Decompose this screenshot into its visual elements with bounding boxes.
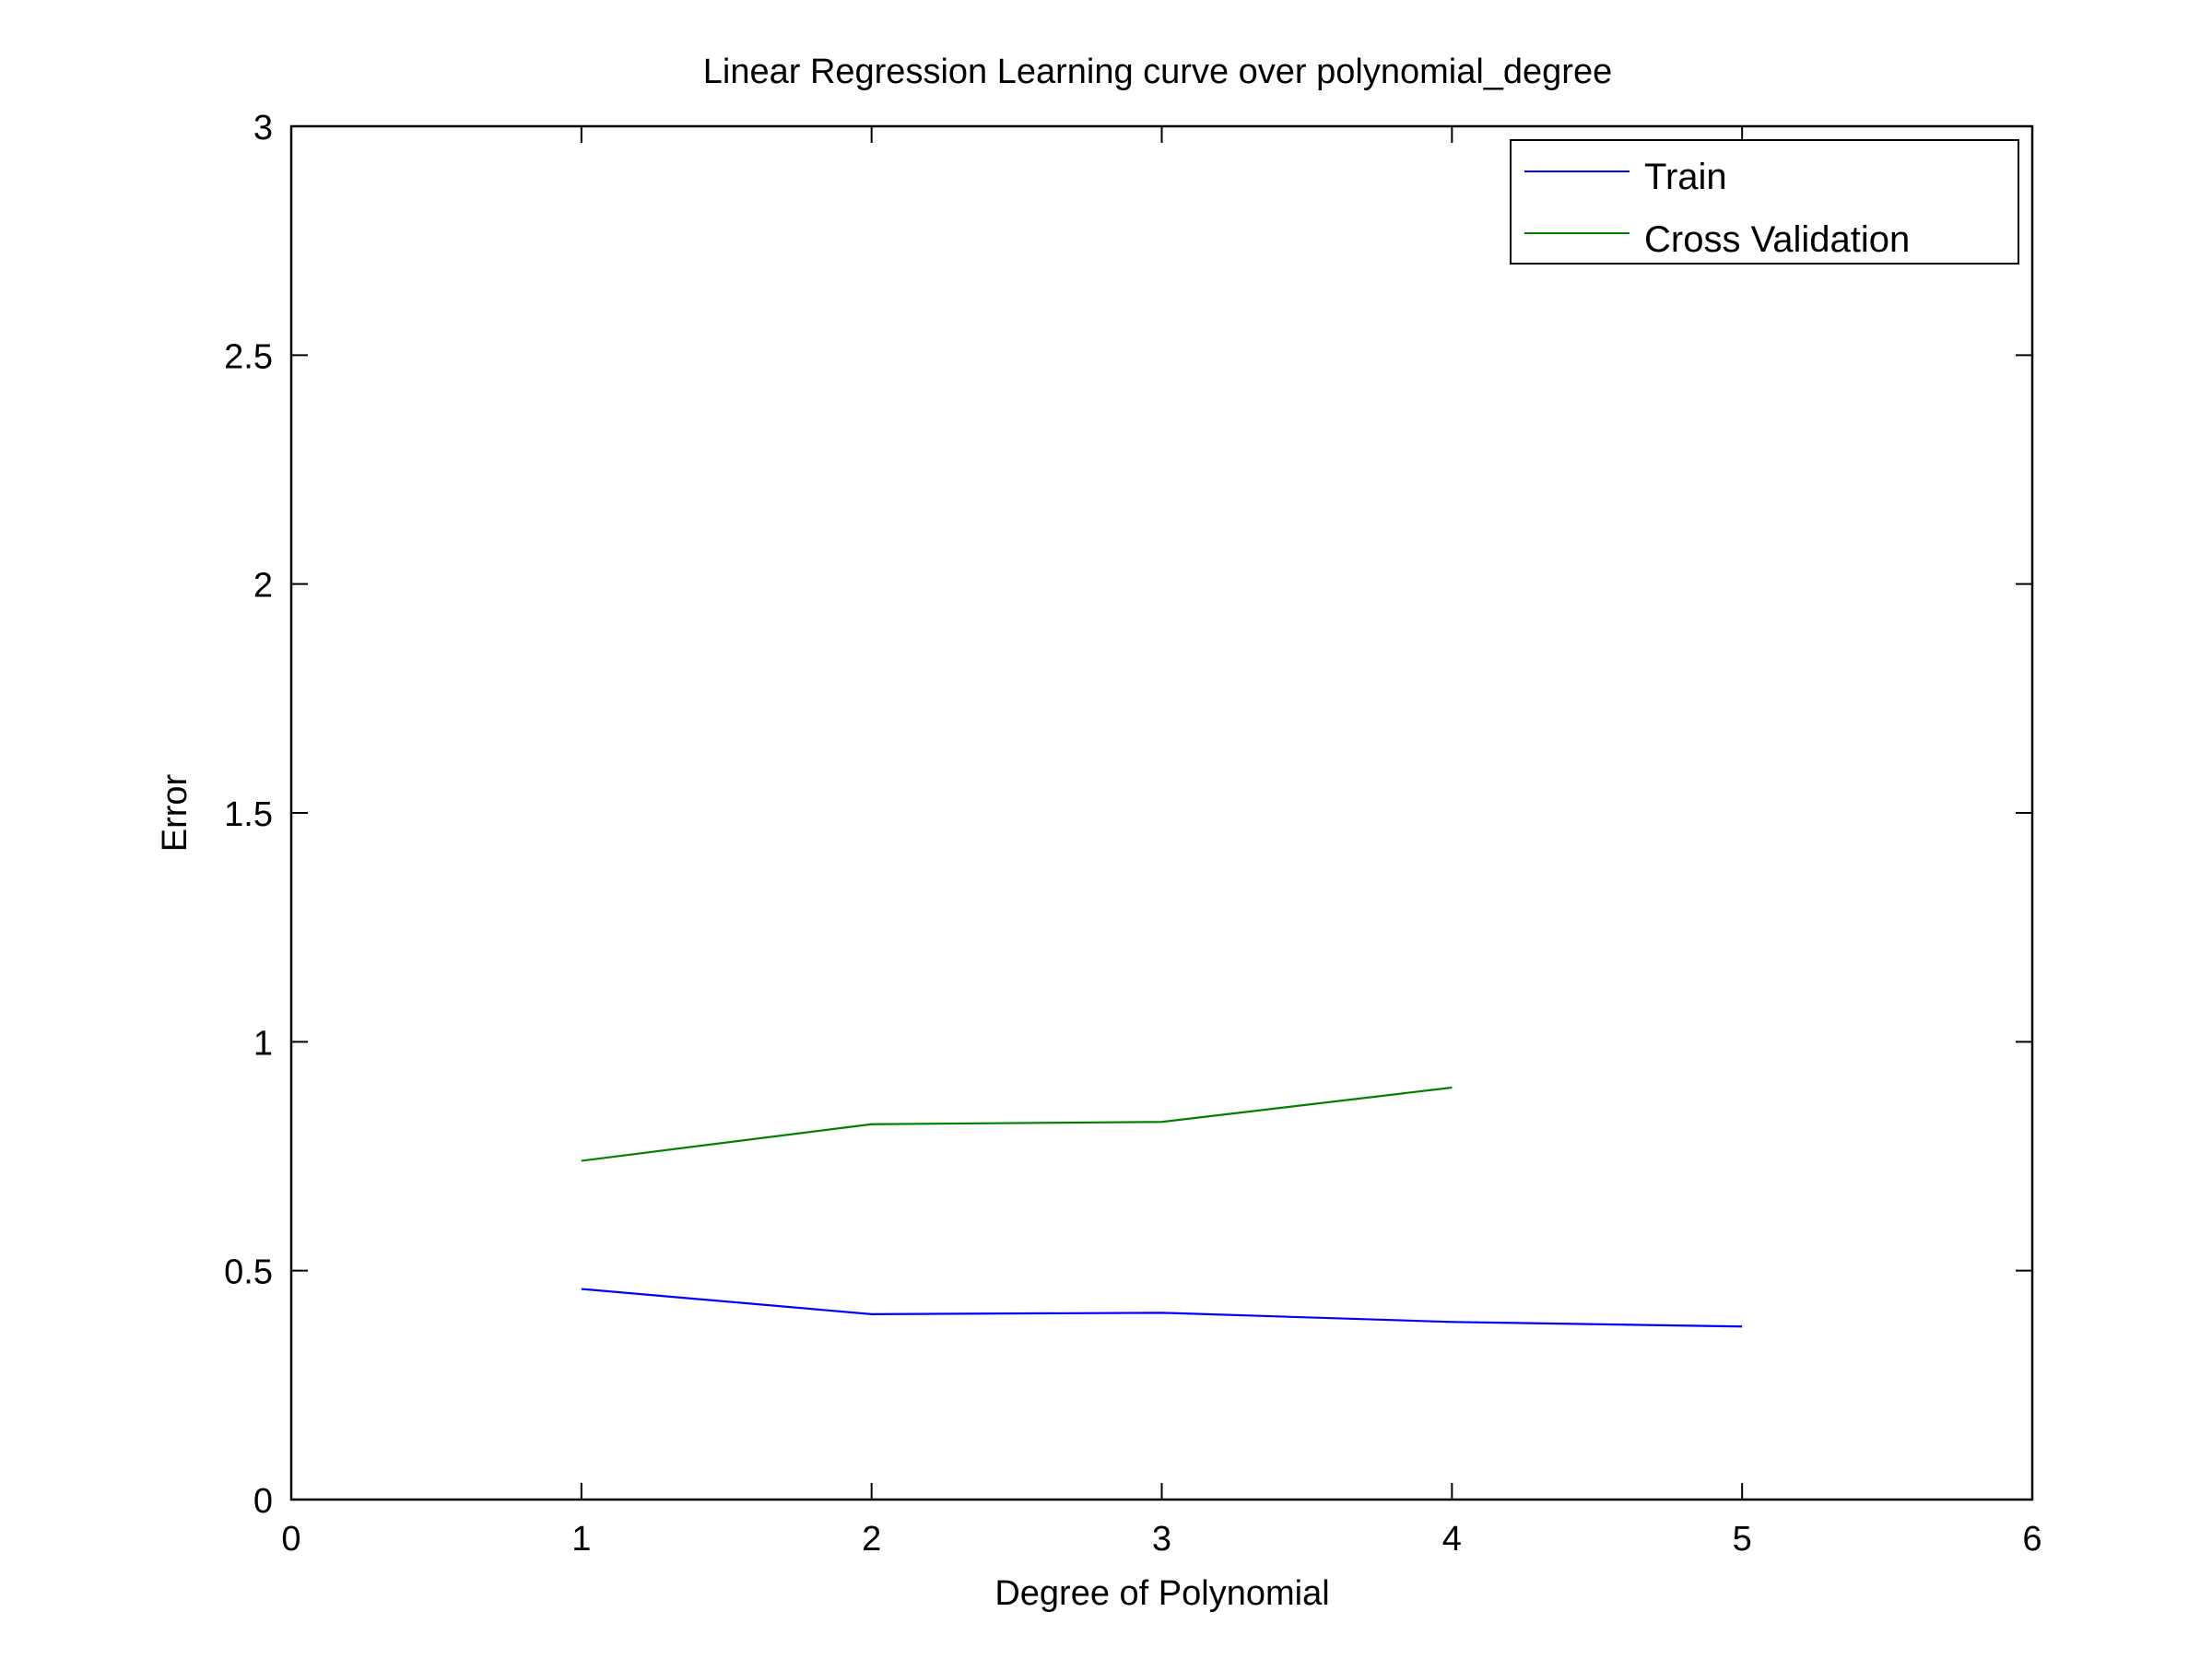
x-tick-label-3: 3: [1152, 1520, 1171, 1559]
legend-label-cross-validation: Cross Validation: [1644, 219, 1910, 260]
x-tick-label-2: 2: [862, 1520, 881, 1559]
legend-label-train: Train: [1644, 157, 1727, 197]
y-axis-label: Error: [156, 773, 194, 852]
x-axis-label: Degree of Polynomial: [994, 1574, 1329, 1613]
x-tick-label-1: 1: [571, 1520, 591, 1559]
x-axis: 0 1 2 3 4 5 6: [281, 126, 2042, 1559]
x-tick-label-4: 4: [1442, 1520, 1462, 1559]
y-tick-label-5: 2.5: [224, 337, 273, 376]
x-tick-label-0: 0: [281, 1520, 300, 1559]
x-tick-label-5: 5: [1733, 1520, 1752, 1559]
series-lines: [581, 1086, 1743, 1328]
plot-area: [289, 124, 2034, 1501]
legend-box: [1510, 139, 2019, 265]
series-line-cross-validation: [581, 1086, 1453, 1162]
y-tick-label-0: 0: [253, 1482, 273, 1521]
x-tick-label-6: 6: [2022, 1520, 2041, 1559]
y-axis: 0 0.5 1 1.5 2 2.5 3: [224, 109, 2032, 1521]
y-tick-label-3: 1.5: [224, 795, 273, 834]
legend: Train Cross Validation: [1510, 139, 2019, 265]
y-tick-label-4: 2: [253, 567, 273, 606]
y-tick-label-6: 3: [253, 109, 273, 147]
y-tick-label-1: 0.5: [224, 1253, 273, 1292]
chart-title: Linear Regression Learning curve over po…: [703, 53, 1612, 91]
y-tick-label-2: 1: [253, 1024, 273, 1063]
